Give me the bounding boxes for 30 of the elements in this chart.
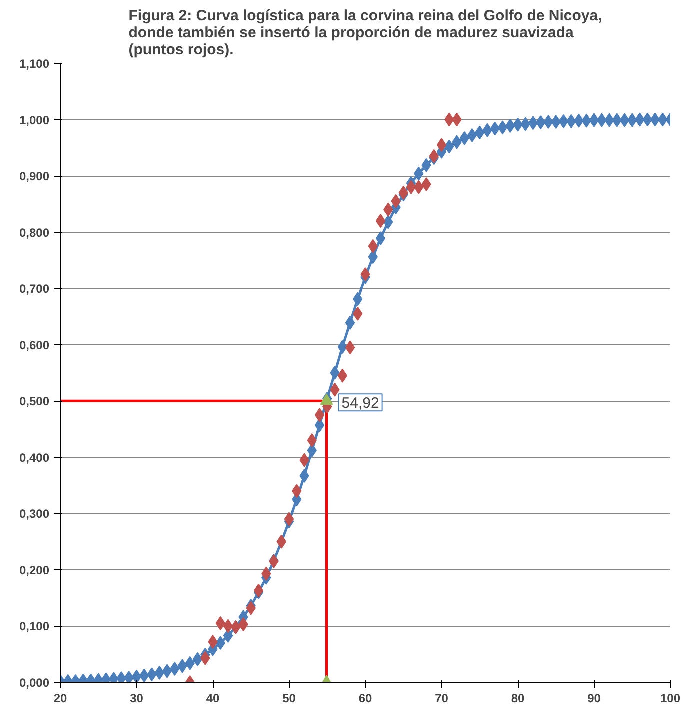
- x-tick-label: 90: [588, 692, 602, 706]
- x-tick-label: 100: [660, 692, 681, 706]
- y-tick-label: 0,200: [19, 563, 50, 578]
- annotation: 54,92: [342, 395, 380, 412]
- y-tick-label: 0,000: [19, 676, 50, 690]
- y-tick-label: 0,500: [19, 394, 50, 409]
- x-tick-label: 60: [358, 692, 372, 706]
- y-tick-label: 1,000: [19, 113, 50, 128]
- y-tick-label: 0,300: [19, 507, 50, 522]
- point: [406, 180, 416, 194]
- x-tick-label: 80: [511, 692, 525, 706]
- y-tick-label: 0,800: [19, 226, 50, 240]
- point: [345, 340, 356, 355]
- y-tick-label: 0,400: [19, 450, 50, 465]
- y-tick-label: 0,700: [19, 282, 50, 296]
- y-tick-label: 0,900: [19, 170, 50, 184]
- chart-title: Figura 2: Curva logística para la corvina reina del Golfo de Nicoya, donde también se insertó la proporción de madurez suavizada (puntos rojos).: [128, 8, 602, 58]
- point: [284, 512, 294, 526]
- y-tick-label: 0,100: [19, 620, 50, 634]
- y-tick-label: 1,100: [19, 57, 50, 71]
- point: [314, 408, 325, 422]
- x-tick-label: 20: [54, 692, 68, 706]
- y-tick-label: 0,600: [19, 338, 50, 352]
- point: [223, 619, 234, 634]
- x-tick-label: 30: [130, 692, 144, 706]
- point: [376, 214, 386, 228]
- x-tick-label: 40: [206, 692, 220, 706]
- point: [436, 138, 447, 152]
- x-tick-label: 70: [435, 692, 449, 706]
- x-tick-label: 50: [282, 692, 296, 706]
